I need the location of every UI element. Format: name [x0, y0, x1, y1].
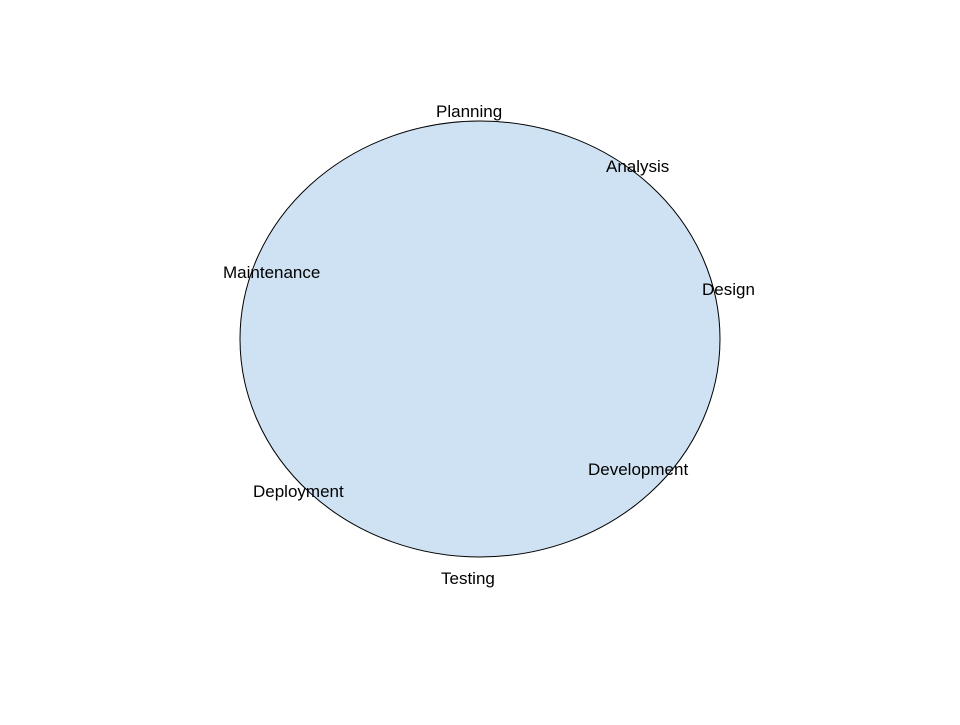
stage-label-testing: Testing [441, 569, 495, 588]
cycle-ellipse [239, 120, 721, 558]
stage-label-deployment: Deployment [253, 482, 344, 501]
stage-label-planning: Planning [436, 102, 503, 121]
stage-label-maintenance: Maintenance [223, 263, 321, 282]
stage-label-development: Development [588, 460, 689, 479]
stage-label-analysis: Analysis [606, 157, 670, 176]
stage-label-design: Design [702, 280, 755, 299]
